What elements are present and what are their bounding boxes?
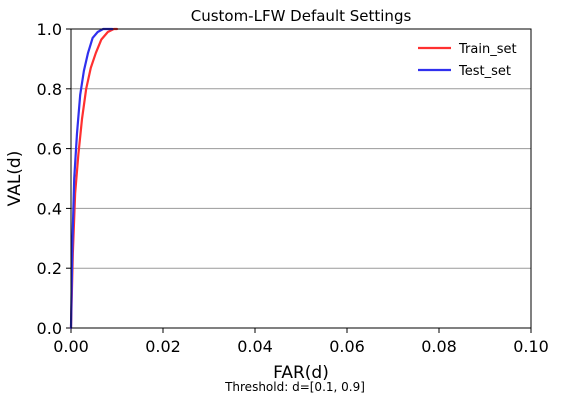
y-tick-label: 0.6	[37, 140, 62, 159]
chart-title: Custom-LFW Default Settings	[191, 7, 412, 25]
data-lines	[69, 27, 119, 330]
y-tick-label: 0.2	[37, 259, 62, 278]
threshold-caption: Threshold: d=[0.1, 0.9]	[224, 380, 365, 394]
y-tick-label: 0.0	[37, 319, 62, 338]
x-tick-label: 0.08	[421, 337, 457, 356]
x-tick-label: 0.00	[53, 337, 89, 356]
legend-label-train: Train_set	[458, 42, 517, 57]
series-line-train-set	[69, 27, 119, 330]
gridlines	[71, 88, 531, 269]
x-tick-label: 0.02	[145, 337, 181, 356]
axis-ticks: 0.0 0.2 0.4 0.6 0.8 1.0 0.00 0.02 0.04 0.06 0.08 0.…	[37, 20, 549, 356]
x-tick-label: 0.04	[237, 337, 273, 356]
x-axis-label: FAR(d)	[273, 363, 329, 383]
plot-frame	[70, 28, 532, 329]
y-tick-label: 0.4	[37, 199, 62, 218]
y-tick-label: 0.8	[37, 80, 62, 99]
x-tick-label: 0.10	[513, 337, 549, 356]
legend: Train_set Test_set	[418, 42, 517, 79]
x-tick-label: 0.06	[329, 337, 365, 356]
y-axis-label: VAL(d)	[5, 151, 25, 207]
legend-label-test: Test_set	[458, 64, 511, 79]
y-tick-label: 1.0	[37, 20, 62, 39]
